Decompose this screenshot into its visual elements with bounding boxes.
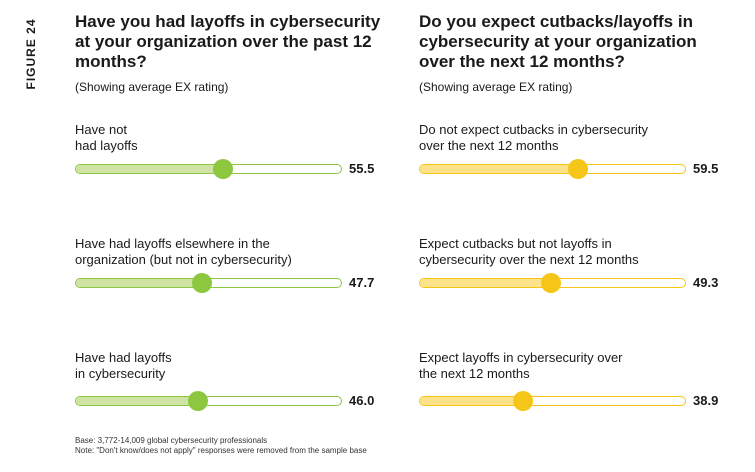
figure-label-text: FIGURE 24: [24, 18, 38, 90]
left-bar-fill: [76, 279, 204, 287]
figure-label: FIGURE 24: [22, 14, 40, 94]
right-bar-row: 59.5: [419, 159, 729, 180]
right-bar-fill: [420, 397, 524, 405]
left-category-label: Have had layoffs in cybersecurity: [75, 350, 172, 381]
left-panel-subtitle: (Showing average EX rating): [75, 80, 229, 94]
right-bar-row: 49.3: [419, 273, 729, 294]
left-bar-track: [75, 164, 342, 174]
left-bar-row: 47.7: [75, 273, 385, 294]
right-panel: Do you expect cutbacks/layoffs in cybers…: [419, 12, 729, 411]
left-value-marker: [187, 391, 208, 411]
left-value-marker: [192, 273, 213, 293]
left-bar-fill: [76, 397, 199, 405]
right-bar-fill: [420, 279, 552, 287]
right-value-label: 59.5: [693, 161, 719, 176]
footnote: Base: 3,772-14,009 global cybersecurity …: [75, 436, 367, 456]
left-value-label: 46.0: [349, 393, 375, 408]
right-panel-title: Do you expect cutbacks/layoffs in cybers…: [419, 12, 697, 71]
right-value-label: 49.3: [693, 275, 719, 290]
right-value-marker: [567, 159, 588, 179]
right-value-marker: [512, 391, 533, 411]
right-category-label: Expect cutbacks but not layoffs in cyber…: [419, 236, 639, 267]
left-bar-row: 46.0: [75, 391, 385, 412]
right-bar-row: 38.9: [419, 391, 729, 412]
right-bar-track: [419, 164, 686, 174]
left-category-label: Have had layoffs elsewhere in the organi…: [75, 236, 292, 267]
right-value-label: 38.9: [693, 393, 719, 408]
footnote-note: Note: "Don't know/does not apply" respon…: [75, 446, 367, 455]
left-value-label: 55.5: [349, 161, 375, 176]
left-bar-track: [75, 396, 342, 406]
right-value-marker: [540, 273, 561, 293]
right-category-label: Do not expect cutbacks in cybersecurity …: [419, 122, 649, 153]
left-bar-fill: [76, 165, 225, 173]
right-panel-subtitle: (Showing average EX rating): [419, 80, 573, 94]
left-panel: Have you had layoffs in cybersecurity at…: [75, 12, 385, 411]
left-panel-title: Have you had layoffs in cybersecurity at…: [75, 12, 381, 71]
left-category-label: Have not had layoffs: [75, 122, 138, 153]
left-bar-row: 55.5: [75, 159, 385, 180]
right-bar-fill: [420, 165, 579, 173]
right-category-label: Expect layoffs in cybersecurity over the…: [419, 350, 623, 381]
footnote-base: Base: 3,772-14,009 global cybersecurity …: [75, 436, 268, 445]
right-bar-track: [419, 396, 686, 406]
left-value-label: 47.7: [349, 275, 375, 290]
left-value-marker: [213, 159, 234, 179]
